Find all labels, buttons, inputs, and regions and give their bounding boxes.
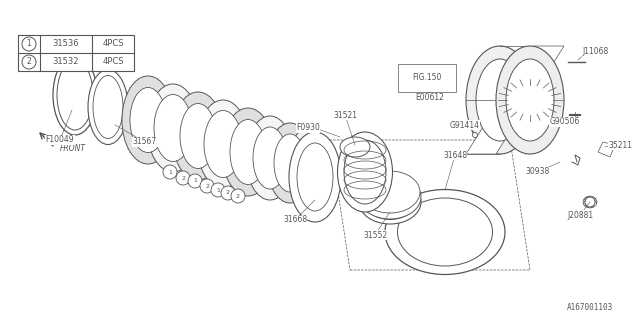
Ellipse shape	[297, 143, 333, 211]
Text: 31532: 31532	[52, 58, 79, 67]
Text: 2: 2	[205, 183, 209, 188]
Circle shape	[22, 55, 36, 69]
Ellipse shape	[246, 116, 294, 200]
Text: 31552: 31552	[363, 230, 387, 239]
Text: 31648: 31648	[443, 150, 467, 159]
Text: 2: 2	[226, 190, 230, 196]
Text: 2: 2	[181, 175, 185, 180]
Ellipse shape	[583, 199, 589, 205]
Ellipse shape	[385, 189, 505, 275]
Bar	[398, 64, 456, 92]
Text: 2: 2	[27, 58, 31, 67]
Ellipse shape	[397, 198, 493, 266]
Ellipse shape	[253, 127, 287, 189]
Ellipse shape	[587, 196, 593, 202]
Text: 30938: 30938	[526, 167, 550, 177]
Text: FRONT: FRONT	[60, 144, 86, 153]
Text: FIG.150: FIG.150	[412, 74, 442, 83]
Text: 1: 1	[27, 39, 31, 49]
Ellipse shape	[587, 202, 593, 208]
Ellipse shape	[204, 110, 242, 178]
Circle shape	[22, 37, 36, 51]
Text: 4PCS: 4PCS	[102, 39, 124, 49]
Ellipse shape	[267, 123, 313, 203]
Text: 1: 1	[193, 179, 197, 183]
Text: A167001103: A167001103	[567, 303, 613, 313]
Ellipse shape	[591, 199, 597, 205]
Text: 31567: 31567	[133, 138, 157, 147]
Ellipse shape	[230, 119, 266, 185]
Circle shape	[221, 186, 235, 200]
Ellipse shape	[359, 175, 421, 219]
Ellipse shape	[293, 140, 323, 196]
Ellipse shape	[585, 197, 595, 207]
Ellipse shape	[197, 100, 249, 188]
Circle shape	[176, 171, 190, 185]
Text: J11068: J11068	[582, 47, 608, 57]
Text: 31668: 31668	[283, 215, 307, 225]
Ellipse shape	[57, 60, 93, 130]
Text: 1: 1	[216, 188, 220, 193]
Ellipse shape	[172, 92, 224, 180]
Ellipse shape	[585, 196, 591, 203]
Circle shape	[211, 183, 225, 197]
Circle shape	[163, 165, 177, 179]
Ellipse shape	[122, 76, 174, 164]
Ellipse shape	[53, 55, 97, 135]
Ellipse shape	[589, 196, 595, 203]
Circle shape	[188, 174, 202, 188]
Text: 31521: 31521	[333, 110, 357, 119]
Ellipse shape	[476, 59, 524, 141]
Ellipse shape	[88, 69, 128, 145]
Text: E00612: E00612	[415, 93, 444, 102]
Ellipse shape	[289, 132, 341, 222]
Text: 2: 2	[236, 194, 240, 198]
Ellipse shape	[286, 129, 330, 207]
Text: J20881: J20881	[567, 211, 593, 220]
Text: 1: 1	[168, 170, 172, 174]
Text: 31536: 31536	[52, 39, 79, 49]
Ellipse shape	[340, 137, 370, 157]
Text: 4PCS: 4PCS	[102, 58, 124, 67]
Text: G91414: G91414	[450, 121, 480, 130]
Bar	[18, 35, 134, 71]
Ellipse shape	[360, 171, 420, 213]
Ellipse shape	[584, 197, 589, 204]
Ellipse shape	[344, 140, 386, 204]
Text: F0930: F0930	[296, 124, 320, 132]
Circle shape	[200, 179, 214, 193]
Ellipse shape	[585, 202, 591, 208]
Ellipse shape	[222, 108, 274, 196]
Ellipse shape	[93, 76, 123, 139]
Ellipse shape	[337, 132, 392, 212]
Ellipse shape	[589, 202, 595, 208]
Ellipse shape	[496, 46, 564, 154]
Ellipse shape	[591, 197, 596, 204]
Ellipse shape	[359, 180, 421, 224]
Text: 35211: 35211	[608, 140, 632, 149]
Ellipse shape	[584, 201, 589, 206]
Ellipse shape	[274, 134, 306, 192]
Text: F10049: F10049	[45, 135, 74, 145]
Ellipse shape	[154, 94, 192, 162]
Ellipse shape	[180, 103, 216, 169]
Polygon shape	[466, 46, 564, 154]
Ellipse shape	[130, 87, 166, 153]
Ellipse shape	[591, 201, 596, 206]
Circle shape	[231, 189, 245, 203]
Polygon shape	[598, 142, 615, 157]
Ellipse shape	[472, 132, 477, 138]
Ellipse shape	[466, 46, 534, 154]
Ellipse shape	[506, 59, 554, 141]
Ellipse shape	[365, 185, 415, 220]
Text: G90506: G90506	[550, 117, 580, 126]
Ellipse shape	[147, 84, 199, 172]
